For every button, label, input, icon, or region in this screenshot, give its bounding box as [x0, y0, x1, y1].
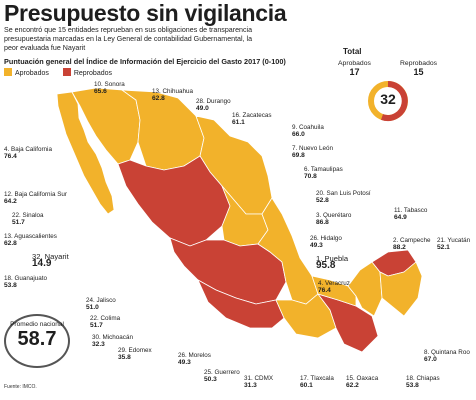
label-michoacan: 30. Michoacán 32.3 [92, 334, 133, 349]
label-san-luis-potosi: 20. San Luis Potosí 52.8 [316, 190, 371, 205]
label-chihuahua: 13. Chihuahua 62.8 [152, 88, 193, 103]
total-approved-value: 17 [349, 67, 360, 77]
label-morelos: 26. Morelos 49.3 [178, 352, 211, 367]
total-failed: Reprobados 15 [400, 60, 438, 77]
region-baja-california [56, 91, 115, 215]
page-title: Presupuesto sin vigilancia [4, 0, 287, 26]
label-oaxaca: 15. Oaxaca 62.2 [346, 375, 379, 390]
label-baja-california-sur: 12. Baja California Sur 64.2 [4, 191, 68, 206]
region-quintana-roo [379, 261, 423, 317]
label-tabasco: 11. Tabasco 64.9 [394, 207, 428, 222]
label-hidalgo: 26. Hidalgo 49.3 [310, 235, 342, 250]
label-sinaloa: 22. Sinaloa 51.7 [12, 212, 44, 227]
label-campeche: 2. Campeche 88.2 [393, 237, 431, 252]
total-failed-value: 15 [413, 67, 424, 77]
legend-approved-label: Aprobados [15, 70, 49, 77]
region-tabasco [311, 275, 357, 307]
label-coahuila: 9. Coahuila 66.0 [292, 124, 324, 139]
legend: Aprobados Reprobados [4, 68, 112, 77]
label-tlaxcala: 17. Tlaxcala 60.1 [300, 375, 334, 390]
label-nuevo-leon: 7. Nuevo León 69.8 [292, 145, 333, 160]
intro-text: Se encontró que 15 entidades reprueban e… [4, 26, 253, 53]
label-quintana-roo: 8. Quintana Roo 67.0 [424, 349, 470, 364]
legend-failed: Reprobados [62, 68, 112, 77]
legend-failed-label: Reprobados [73, 70, 112, 77]
source-note: Fuente: IMCO. [4, 384, 37, 390]
legend-approved: Aprobados [4, 68, 49, 77]
national-average-value: 58.7 [17, 328, 57, 350]
legend-failed-swatch [62, 68, 71, 76]
label-puebla: 1. Puebla 95.8 [316, 254, 349, 272]
label-edomex: 29. Edomex 35.8 [118, 347, 152, 362]
label-jalisco: 24. Jalisco 51.0 [86, 297, 116, 312]
national-average-label: Promedio nacional [10, 321, 64, 328]
total-donut [368, 81, 408, 121]
label-tamaulipas: 6. Tamaulipas 70.8 [304, 166, 343, 181]
label-cdmx: 31. CDMX 31.3 [244, 375, 274, 390]
total-center-value: 32 [380, 91, 396, 107]
label-baja-california: 4. Baja California 76.4 [4, 146, 52, 161]
label-queretaro: 3. Querétaro 86.8 [316, 212, 352, 227]
national-average: Promedio nacional 58.7 [4, 314, 70, 368]
label-veracruz: 4. Veracruz 76.4 [318, 280, 350, 295]
legend-approved-swatch [4, 68, 12, 76]
label-zacatecas: 16. Zacatecas 61.1 [232, 112, 272, 127]
label-guerrero: 25. Guerrero 50.3 [204, 369, 240, 384]
label-colima: 22. Colima 51.7 [90, 315, 121, 330]
label-guanajuato: 18. Guanajuato 53.8 [4, 275, 48, 290]
label-sonora: 10. Sonora 65.6 [94, 81, 125, 96]
total-approved-label: Aprobados [338, 60, 371, 67]
chart-subtitle: Puntuación general del Índice de Informa… [4, 57, 286, 66]
label-nayarit: 32. Nayarit 14.9 [32, 252, 69, 270]
label-yucatan: 21. Yucatán 52.1 [437, 237, 471, 252]
total-approved: Aprobados 17 [338, 60, 371, 77]
total-failed-label: Reprobados [400, 60, 438, 67]
label-chiapas: 18. Chiapas 53.8 [406, 375, 440, 390]
total-title: Total [343, 47, 362, 56]
label-durango: 28. Durango 49.0 [196, 98, 231, 113]
label-aguascalientes: 13. Aguascalientes 62.8 [4, 233, 57, 248]
